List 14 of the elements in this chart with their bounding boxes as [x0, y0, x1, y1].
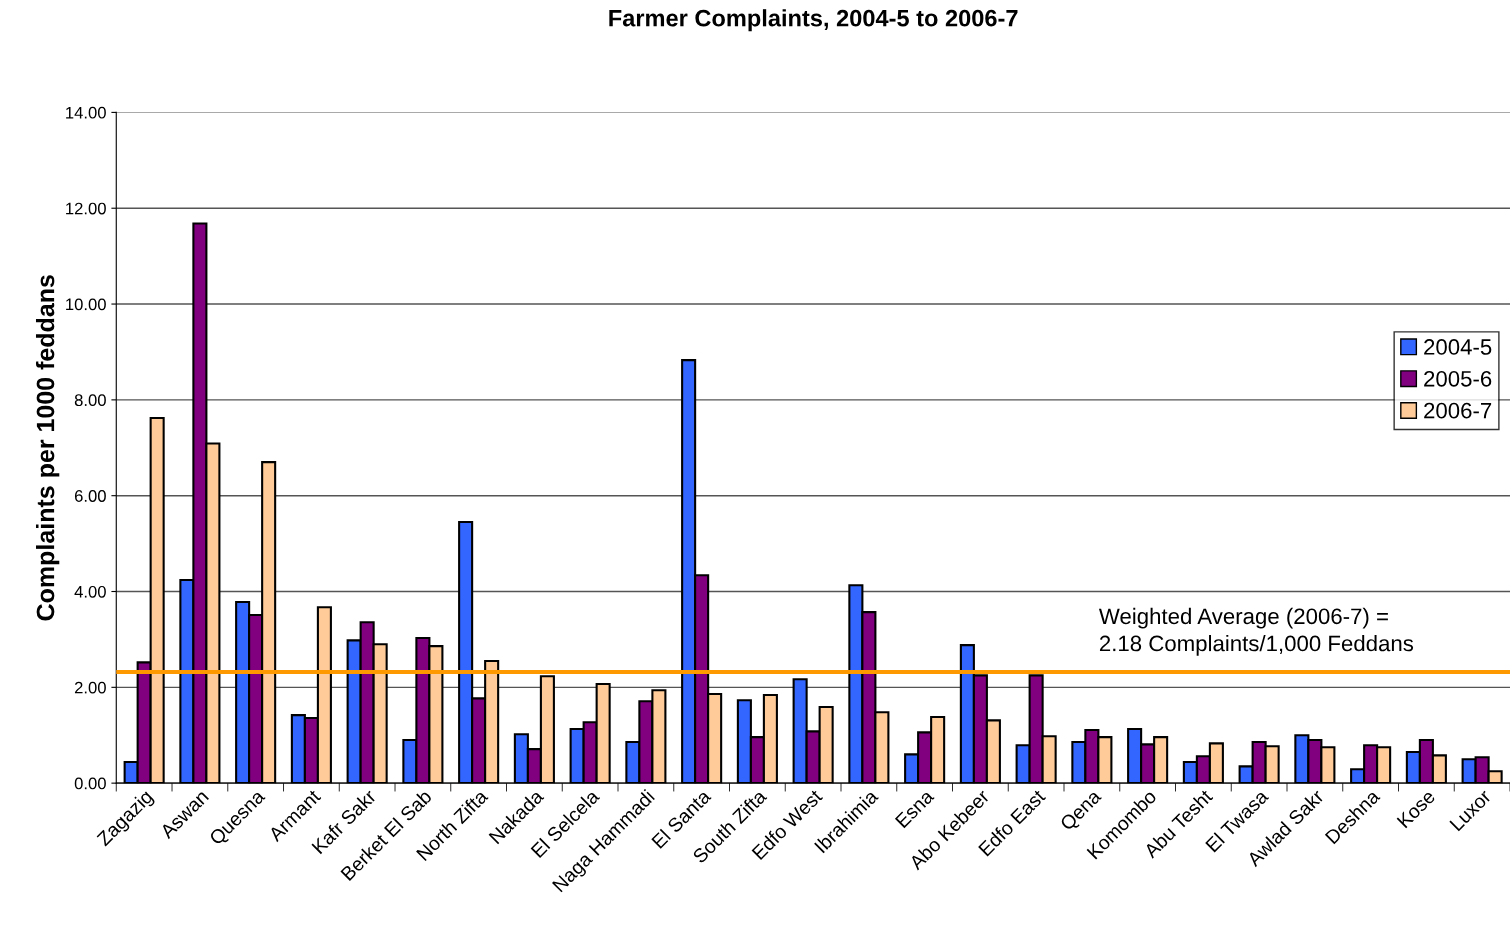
y-axis-title: Complaints per 1000 feddans — [35, 275, 60, 621]
legend-label: 2005-6 — [1424, 370, 1492, 387]
y-tick-label: 14.00 — [66, 106, 106, 119]
y-tick-label: 12.00 — [66, 202, 106, 215]
y-tick-label: 10.00 — [66, 298, 106, 311]
chart-title: Farmer Complaints, 2004-5 to 2006-7 — [609, 9, 1018, 32]
y-tick-label: 6.00 — [74, 490, 106, 502]
y-tick-label: 2.00 — [74, 681, 106, 694]
annotation: Weighted Average (2006-7) = 2.18 Complaints/1,000 Feddans — [1098, 607, 1414, 656]
y-tick-label: 4.00 — [74, 585, 106, 598]
legend-label: 2006-7 — [1424, 402, 1492, 419]
y-tick-label: 8.00 — [74, 394, 106, 407]
y-tick-label: 0.00 — [74, 777, 106, 790]
legend-label: 2004-5 — [1424, 339, 1492, 355]
